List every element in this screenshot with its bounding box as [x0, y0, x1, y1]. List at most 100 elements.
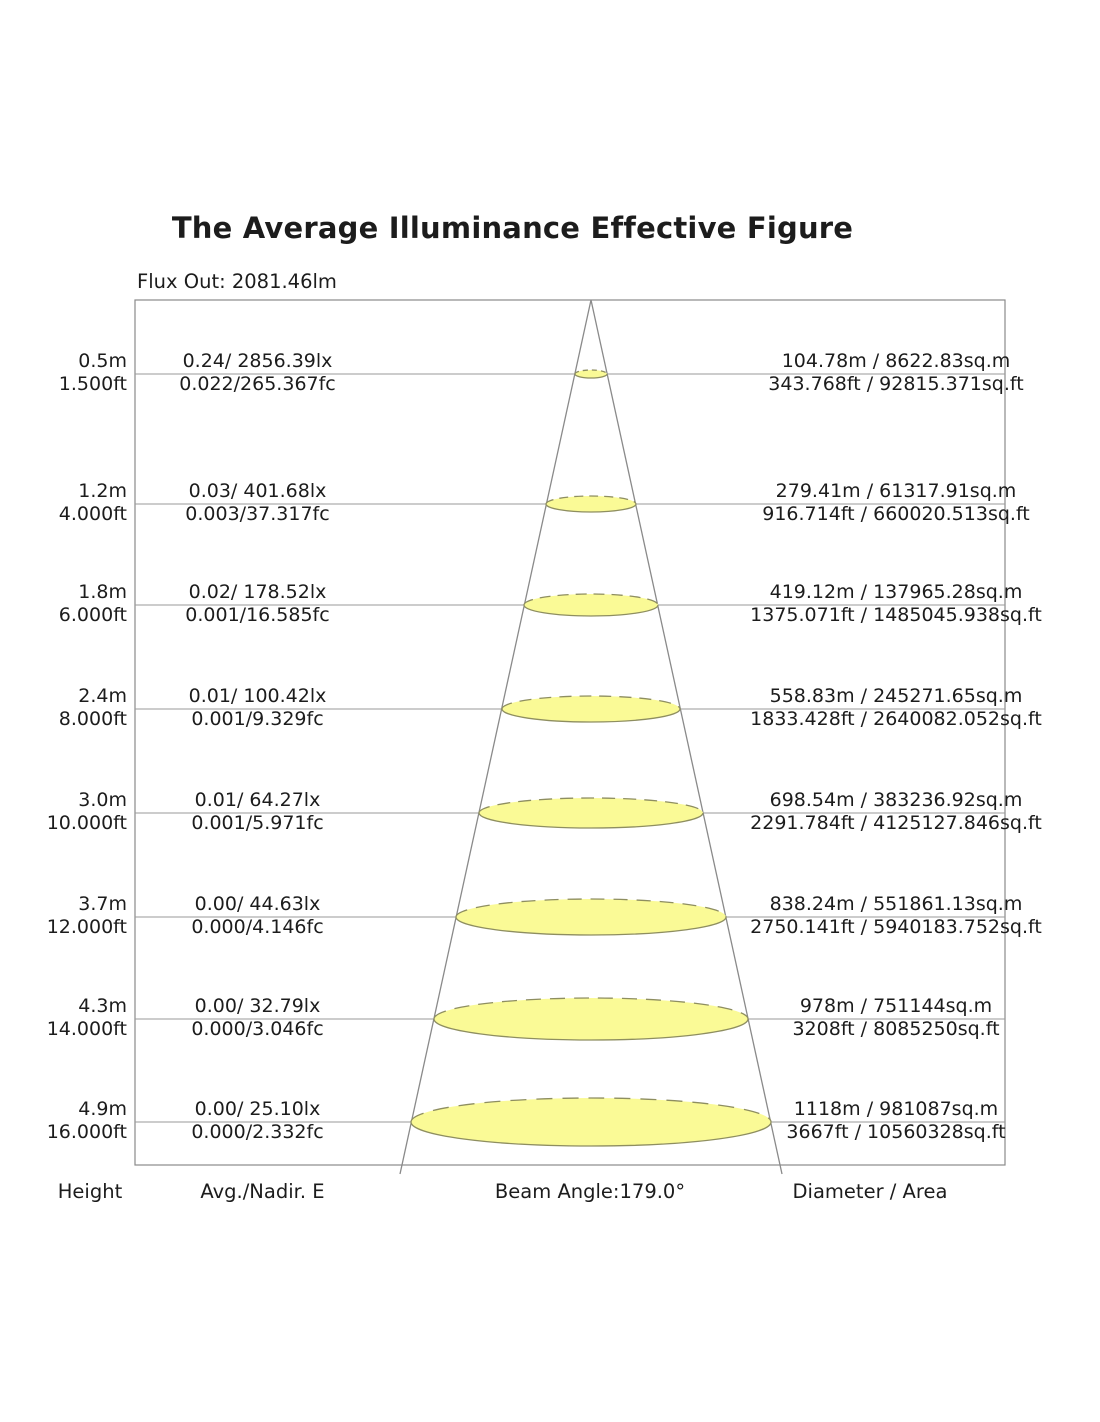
avg-nadir-row-1: 0.24/ 2856.39lx 0.022/265.367fc [150, 350, 365, 396]
height-label-row-2: 1.2m 4.000ft [20, 480, 127, 526]
beam-ellipse-fill [524, 594, 658, 616]
height-m-value: 4.3m [78, 995, 127, 1017]
diameter-m-value: 1118m / 981087sq.m [793, 1098, 999, 1120]
height-m-value: 2.4m [78, 685, 127, 707]
avg-lx-value: 0.02/ 178.52lx [188, 581, 327, 603]
diameter-ft-value: 343.768ft / 92815.371sq.ft [768, 373, 1024, 395]
height-label-row-1: 0.5m 1.500ft [20, 350, 127, 396]
page-title: The Average Illuminance Effective Figure [171, 211, 854, 245]
beam-ellipse-fill [502, 696, 680, 722]
height-ft-value: 14.000ft [46, 1018, 127, 1040]
height-label-row-5: 3.0m 10.000ft [20, 789, 127, 835]
footer-beam-angle-label: Beam Angle:179.0° [494, 1180, 686, 1203]
avg-lx-value: 0.24/ 2856.39lx [182, 350, 333, 372]
beam-ellipse-row-6 [455, 898, 727, 936]
diameter-area-row-2: 279.41m / 61317.91sq.m 916.714ft / 66002… [710, 480, 1082, 526]
height-label-row-3: 1.8m 6.000ft [20, 581, 127, 627]
height-ft-value: 6.000ft [58, 604, 127, 626]
height-m-value: 1.2m [78, 480, 127, 502]
height-ft-value: 10.000ft [46, 812, 127, 834]
height-label-row-7: 4.3m 14.000ft [20, 995, 127, 1041]
avg-nadir-row-7: 0.00/ 32.79lx 0.000/3.046fc [150, 995, 365, 1041]
beam-ellipse-front-arc [574, 373, 608, 379]
avg-lx-value: 0.00/ 32.79lx [194, 995, 321, 1017]
avg-lx-value: 0.00/ 44.63lx [194, 893, 321, 915]
diameter-area-row-3: 419.12m / 137965.28sq.m 1375.071ft / 148… [710, 581, 1082, 627]
beam-ellipse-fill [434, 998, 748, 1040]
diameter-m-value: 279.41m / 61317.91sq.m [775, 480, 1017, 502]
beam-ellipse-fill [479, 798, 703, 828]
beam-ellipse-front-arc [433, 1018, 749, 1041]
beam-ellipse-row-8 [410, 1097, 772, 1147]
beam-ellipse-back-arc [523, 593, 659, 606]
diameter-m-value: 558.83m / 245271.65sq.m [769, 685, 1023, 707]
beam-ellipse-back-arc [574, 369, 608, 375]
diameter-area-row-7: 978m / 751144sq.m 3208ft / 8085250sq.ft [710, 995, 1082, 1041]
beam-ellipse-row-2 [545, 495, 637, 513]
avg-lx-value: 0.01/ 64.27lx [194, 789, 321, 811]
diameter-ft-value: 1375.071ft / 1485045.938sq.ft [750, 604, 1042, 626]
footer-height-label: Height [57, 1180, 123, 1203]
diameter-m-value: 698.54m / 383236.92sq.m [769, 789, 1023, 811]
beam-ellipse-row-7 [433, 997, 749, 1041]
diameter-ft-value: 3208ft / 8085250sq.ft [792, 1018, 1000, 1040]
avg-fc-value: 0.000/4.146fc [191, 916, 324, 938]
diameter-m-value: 978m / 751144sq.m [799, 995, 993, 1017]
diameter-ft-value: 3667ft / 10560328sq.ft [786, 1121, 1006, 1143]
diameter-area-row-4: 558.83m / 245271.65sq.m 1833.428ft / 264… [710, 685, 1082, 731]
avg-fc-value: 0.001/5.971fc [191, 812, 324, 834]
avg-fc-value: 0.001/9.329fc [191, 708, 324, 730]
avg-lx-value: 0.03/ 401.68lx [188, 480, 327, 502]
beam-ellipse-fill [546, 496, 636, 512]
diameter-area-row-8: 1118m / 981087sq.m 3667ft / 10560328sq.f… [710, 1098, 1082, 1144]
beam-ellipse-front-arc [455, 916, 727, 936]
footer-avg-nadir-label: Avg./Nadir. E [200, 1180, 325, 1203]
beam-ellipse-back-arc [501, 695, 681, 710]
beam-ellipse-back-arc [410, 1097, 772, 1123]
beam-ellipse-back-arc [545, 495, 637, 505]
beam-ellipse-front-arc [501, 708, 681, 723]
diameter-ft-value: 2750.141ft / 5940183.752sq.ft [750, 916, 1042, 938]
avg-fc-value: 0.001/16.585fc [185, 604, 330, 626]
beam-ellipse-fill [575, 370, 607, 378]
height-ft-value: 1.500ft [58, 373, 127, 395]
diameter-m-value: 838.24m / 551861.13sq.m [769, 893, 1023, 915]
diameter-ft-value: 916.714ft / 660020.513sq.ft [762, 503, 1030, 525]
avg-nadir-row-6: 0.00/ 44.63lx 0.000/4.146fc [150, 893, 365, 939]
beam-ellipse-front-arc [410, 1121, 772, 1147]
avg-nadir-row-8: 0.00/ 25.10lx 0.000/2.332fc [150, 1098, 365, 1144]
avg-fc-value: 0.000/2.332fc [191, 1121, 324, 1143]
height-label-row-4: 2.4m 8.000ft [20, 685, 127, 731]
height-m-value: 4.9m [78, 1098, 127, 1120]
avg-fc-value: 0.022/265.367fc [179, 373, 336, 395]
height-m-value: 0.5m [78, 350, 127, 372]
avg-fc-value: 0.000/3.046fc [191, 1018, 324, 1040]
diameter-area-row-5: 698.54m / 383236.92sq.m 2291.784ft / 412… [710, 789, 1082, 835]
height-ft-value: 16.000ft [46, 1121, 127, 1143]
flux-out-label: Flux Out: 2081.46lm [137, 270, 337, 293]
diameter-m-value: 104.78m / 8622.83sq.m [781, 350, 1011, 372]
diameter-ft-value: 1833.428ft / 2640082.052sq.ft [750, 708, 1042, 730]
beam-cone-right-edge [590, 299, 783, 1175]
height-m-value: 3.7m [78, 893, 127, 915]
beam-ellipse-front-arc [545, 503, 637, 513]
avg-nadir-row-3: 0.02/ 178.52lx 0.001/16.585fc [150, 581, 365, 627]
avg-nadir-row-5: 0.01/ 64.27lx 0.001/5.971fc [150, 789, 365, 835]
height-m-value: 3.0m [78, 789, 127, 811]
diameter-area-row-1: 104.78m / 8622.83sq.m 343.768ft / 92815.… [710, 350, 1082, 396]
avg-nadir-row-4: 0.01/ 100.42lx 0.001/9.329fc [150, 685, 365, 731]
height-ft-value: 4.000ft [58, 503, 127, 525]
diameter-m-value: 419.12m / 137965.28sq.m [769, 581, 1023, 603]
beam-ellipse-back-arc [478, 797, 704, 814]
beam-ellipse-back-arc [433, 997, 749, 1020]
chart-frame [134, 299, 1006, 1166]
beam-ellipse-front-arc [478, 812, 704, 829]
beam-ellipse-row-4 [501, 695, 681, 723]
beam-ellipse-fill [456, 899, 726, 935]
beam-ellipse-row-5 [478, 797, 704, 829]
beam-ellipse-row-1 [574, 369, 608, 379]
diameter-ft-value: 2291.784ft / 4125127.846sq.ft [750, 812, 1042, 834]
beam-cone-left-edge [399, 299, 592, 1175]
